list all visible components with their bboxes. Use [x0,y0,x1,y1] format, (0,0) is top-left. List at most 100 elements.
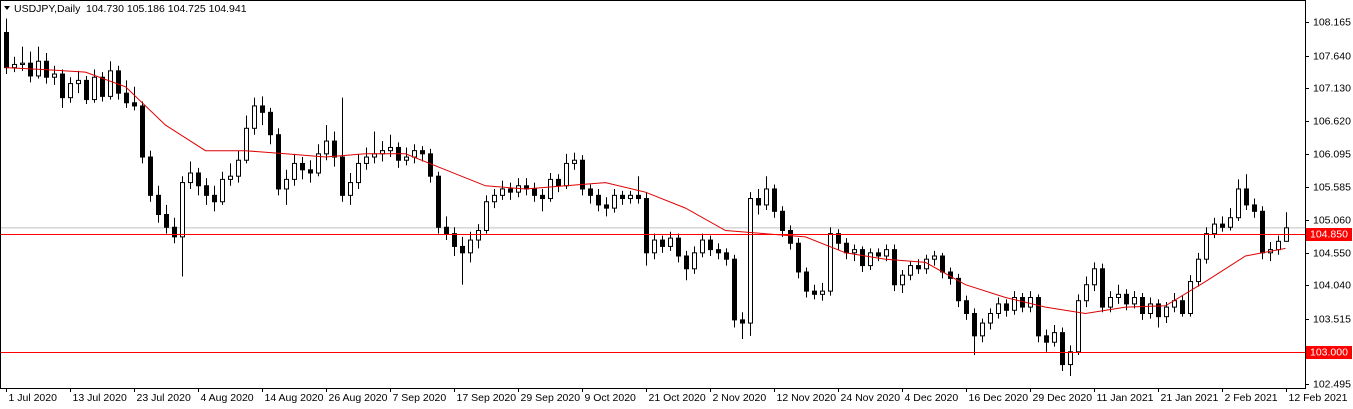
candle-body [1124,293,1129,305]
candle-body [916,265,921,270]
candle-body [1228,217,1233,228]
candle-body [908,265,913,276]
candle-body [852,249,857,254]
candle-body [1052,332,1057,343]
candle-body [244,127,249,161]
candle-body [1132,297,1137,305]
candle-body [332,140,337,158]
candle-body [548,178,553,200]
candle-body [1044,335,1049,343]
candle-body [388,146,393,152]
y-tick-label: 105.585 [1313,181,1351,193]
candle-body [796,242,801,273]
candle-body [1244,188,1249,206]
candle-body [1100,268,1105,308]
candle-body [1076,300,1081,353]
candle-body [812,290,817,295]
candle-body [700,239,705,254]
x-tick-label: 29 Sep 2020 [521,392,581,404]
candle-body [4,32,9,69]
menu-triangle[interactable] [4,6,10,10]
candle-body [372,153,377,158]
x-tick-label: 7 Sep 2020 [393,392,447,404]
y-tick-label: 107.130 [1313,82,1351,94]
x-tick-label: 11 Jan 2021 [1097,392,1154,404]
candle-body [452,233,457,247]
candle-body [652,239,657,254]
candle-body [172,226,177,238]
candle-body [60,73,65,99]
candle-body [748,198,753,324]
candle-body [428,153,433,177]
x-tick-label: 4 Dec 2020 [905,392,959,404]
x-tick-label: 23 Jul 2020 [137,392,191,404]
candle-body [132,102,137,107]
candle-body [148,156,153,196]
candle-body [308,169,313,174]
candle-body [620,194,625,200]
candle-body [676,237,681,257]
candle-body [604,204,609,209]
level-label: 104.850 [1310,228,1348,240]
candle-body [780,210,785,231]
candle-body [732,258,737,321]
candle-body [564,162,569,187]
candle-body [740,319,745,324]
y-tick-label: 103.515 [1313,313,1351,325]
moving-average [5,67,1286,315]
x-tick-label: 16 Dec 2020 [969,392,1029,404]
candle-body [820,290,825,295]
candle-body [764,188,769,206]
candle-body [324,140,329,155]
y-tick-label: 102.495 [1313,378,1351,390]
y-tick-label: 106.095 [1313,148,1351,160]
candle-body [1092,268,1097,286]
candle-body [1212,223,1217,235]
candle-body [364,156,369,164]
y-tick-label: 105.060 [1313,214,1351,226]
candle-body [164,214,169,228]
y-tick-label: 104.040 [1313,279,1351,291]
candle-body [956,277,961,302]
candle-body [1140,297,1145,314]
x-tick-label: 12 Feb 2021 [1289,392,1348,404]
candle-body [628,194,633,200]
candle-body [124,92,129,104]
x-tick-label: 1 Jul 2020 [9,392,58,404]
x-tick-label: 29 Dec 2020 [1033,392,1093,404]
candle-body [276,134,281,190]
y-tick-label: 104.550 [1313,247,1351,259]
x-tick-label: 14 Aug 2020 [265,392,324,404]
level-label-box [1306,228,1352,241]
candle-body [692,252,697,270]
candle-body [220,178,225,203]
candle-body [588,188,593,196]
candle-body [1252,204,1257,212]
candle-body [660,239,665,247]
candle-body [636,194,641,200]
candle-body [196,172,201,187]
candle-body [580,159,585,190]
candle-body [964,300,969,314]
candle-body [724,252,729,260]
candle-body [572,159,577,164]
candle-body [1068,351,1073,366]
candle-body [76,79,81,85]
candle-body [708,239,713,251]
candle-body [212,194,217,203]
level-label: 103.000 [1310,346,1348,358]
candle-body [20,62,25,65]
candle-body [980,322,985,337]
candle-body [1276,240,1281,251]
level-label-box [1306,346,1352,359]
x-tick-label: 17 Sep 2020 [457,392,517,404]
candle-body [84,79,89,101]
candle-body [1164,306,1169,318]
header-values: 104.730 105.186 104.725 104.941 [86,3,247,15]
x-tick-label: 21 Oct 2020 [649,392,706,404]
candle-body [804,271,809,292]
candle-body [1004,303,1009,311]
candle-body [1180,300,1185,314]
candle-body [1204,233,1209,260]
